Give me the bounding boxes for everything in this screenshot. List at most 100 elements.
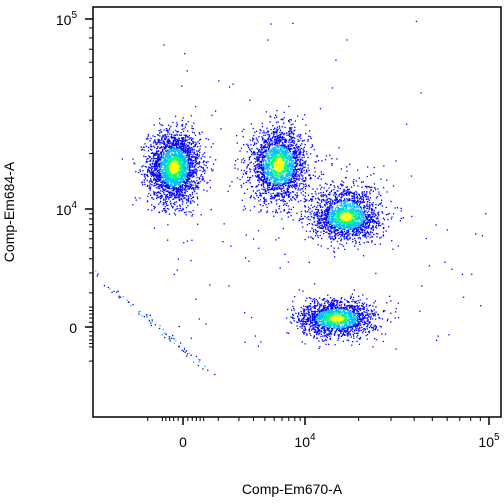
data-point [299,156,301,158]
data-point [303,169,305,172]
data-point [176,154,178,156]
data-point [190,200,192,202]
data-point [177,184,180,186]
data-point [174,181,176,184]
data-point [173,180,175,182]
data-point [270,157,272,159]
data-point [285,161,287,163]
data-point [281,193,283,196]
data-point [167,131,169,133]
data-point [378,193,380,195]
data-point [161,147,163,149]
data-point [239,178,241,181]
data-point [240,184,242,186]
data-point [280,132,283,134]
data-point [179,181,181,184]
data-point [276,159,278,161]
data-point [280,174,282,176]
data-point [177,148,179,150]
data-point [183,174,185,177]
data-point [266,165,268,167]
data-point [188,174,191,176]
data-point [259,165,261,167]
data-point [167,181,169,183]
data-point [144,173,146,176]
data-point [159,176,161,178]
data-point [292,184,294,186]
data-point [160,162,162,164]
data-point [281,170,283,172]
data-point [162,155,164,157]
data-point [275,171,277,173]
data-point [184,166,186,169]
data-point [259,171,261,173]
data-point [173,170,175,172]
data-point [280,159,282,162]
data-point [289,118,291,121]
data-point [178,154,180,156]
data-point [174,138,177,140]
data-point [281,138,284,140]
data-point [181,192,183,194]
data-point [297,189,299,191]
data-point [187,164,189,166]
data-point [180,167,182,170]
data-point [274,175,277,177]
data-point [305,183,307,185]
data-point [264,181,266,183]
data-point [299,161,301,164]
data-point [171,173,173,175]
data-point [160,147,162,149]
data-point [304,163,306,165]
data-point [291,144,293,147]
data-point [260,147,263,149]
data-point [276,165,279,167]
data-point [148,166,150,168]
data-point [261,158,264,160]
data-point [178,156,181,158]
data-point [179,178,181,180]
data-point [241,199,243,201]
data-point [274,117,276,119]
data-point [183,147,185,149]
data-point [121,158,123,160]
data-point [263,171,266,174]
data-point [151,145,153,148]
data-point [165,156,167,158]
data-point [253,165,255,167]
data-point [265,173,268,175]
data-point [280,150,282,152]
data-point [258,175,260,177]
data-point [295,159,297,161]
data-point [175,141,177,143]
data-point [252,137,254,139]
data-point [271,202,273,204]
data-point [296,154,298,156]
data-point [329,154,331,156]
data-point [149,164,152,166]
data-point [277,146,279,148]
data-point [277,175,279,177]
data-point [291,174,293,177]
data-point [150,180,152,182]
data-point [158,165,160,168]
data-point [261,175,263,178]
data-point [253,196,255,198]
data-point [188,178,191,180]
data-point [134,197,136,199]
data-point [183,151,185,153]
data-point [279,162,282,164]
data-point [275,161,278,164]
data-point [263,134,265,137]
data-point [174,185,176,188]
data-point [310,236,312,238]
data-point [303,184,305,186]
data-point [169,184,171,186]
data-point [270,161,272,163]
data-point [235,160,237,162]
data-point [308,169,310,171]
data-point [200,174,203,176]
data-point [164,209,167,212]
data-point [172,187,174,189]
data-point [205,161,207,163]
